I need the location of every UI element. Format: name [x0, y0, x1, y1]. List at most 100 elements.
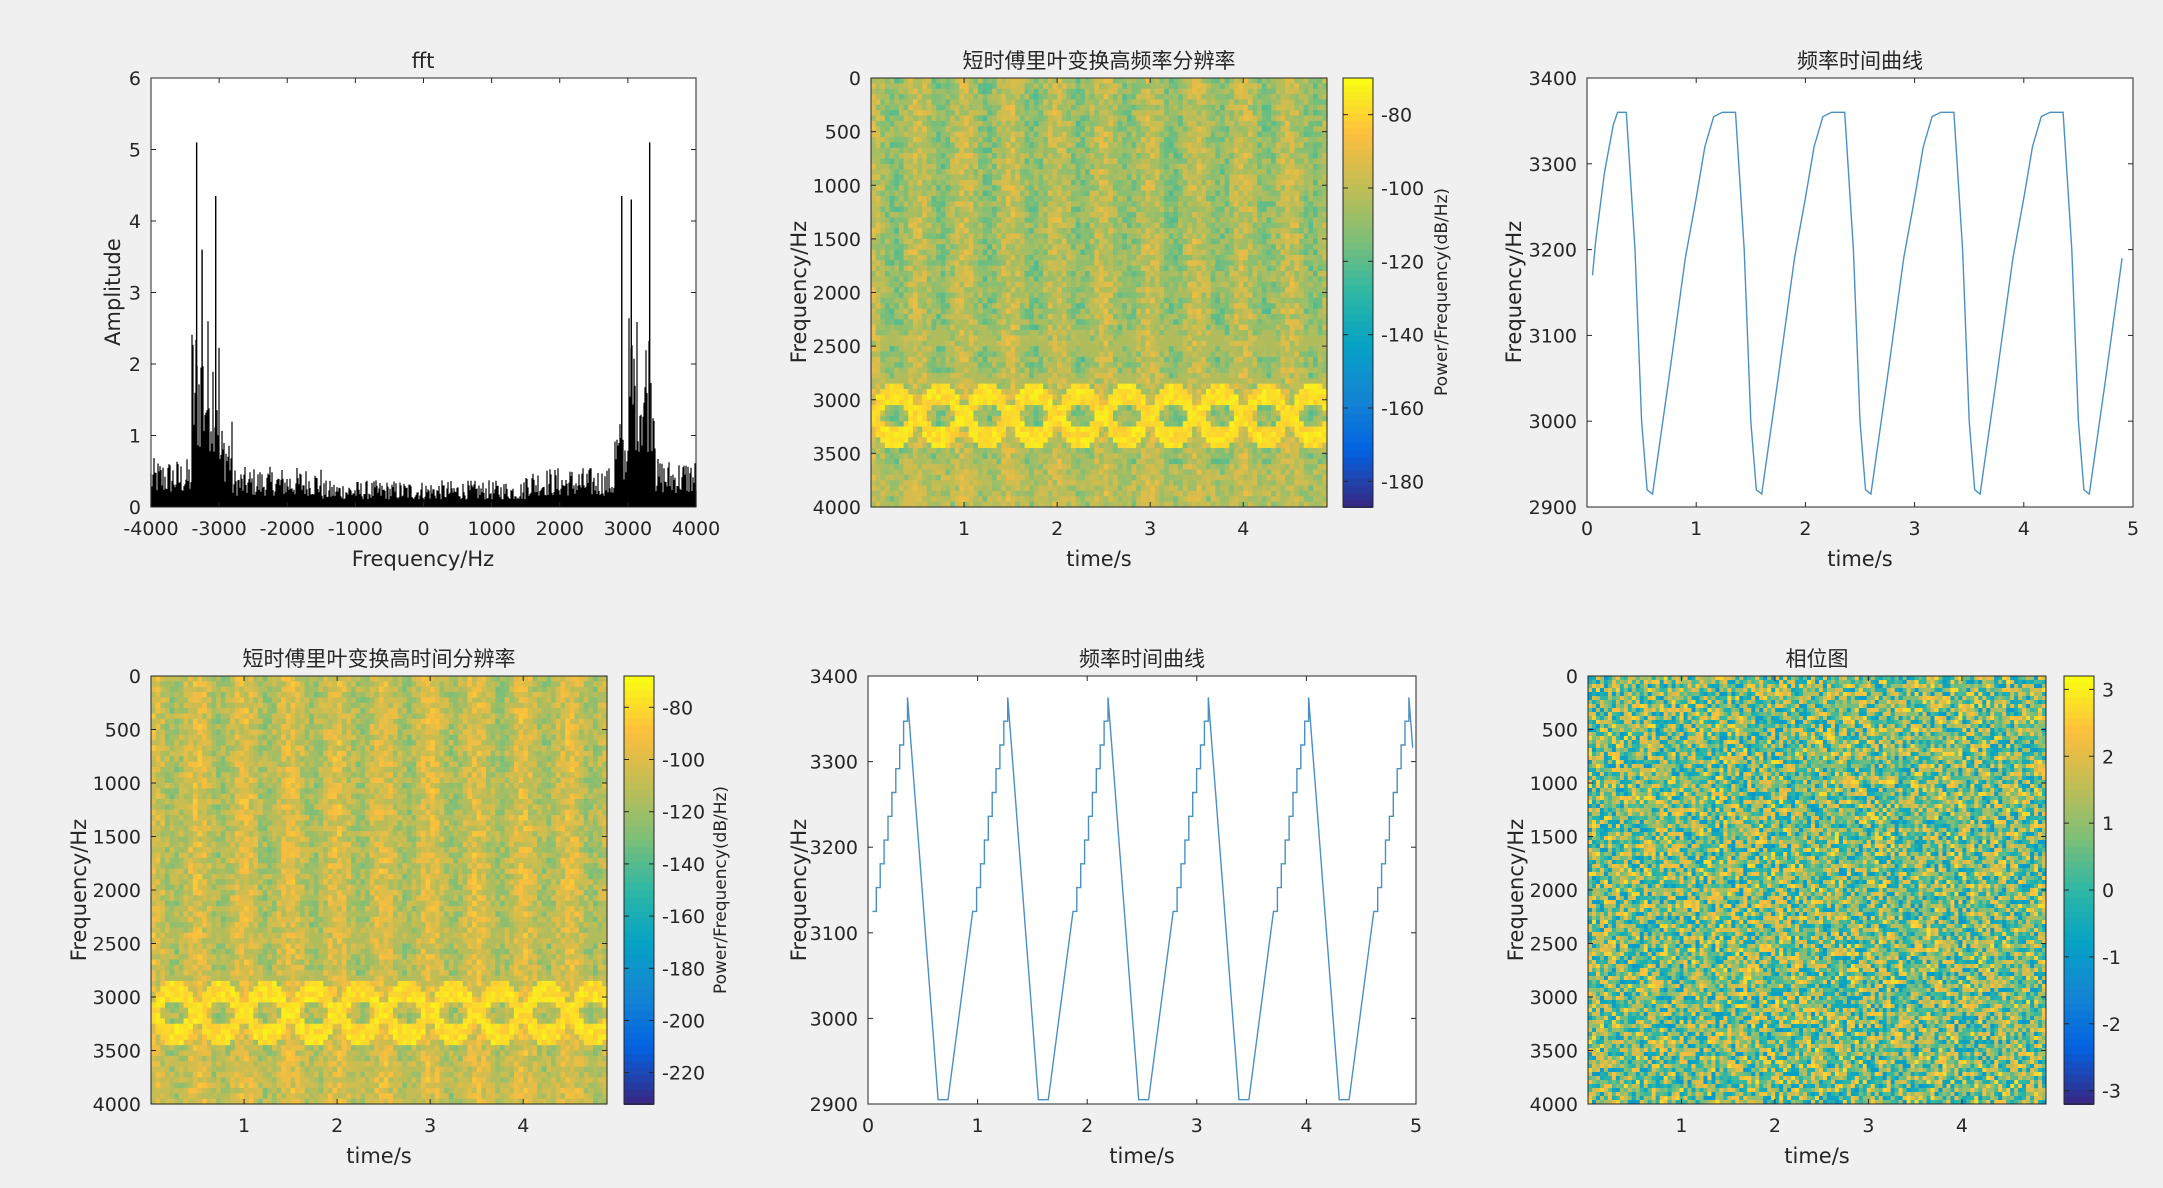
stft1-cell	[931, 287, 936, 293]
stft1-cell	[992, 137, 997, 143]
stft1-cell	[964, 480, 969, 486]
stft1-cell	[871, 373, 876, 379]
stft1-cell	[964, 319, 969, 325]
stft1-cell	[983, 459, 988, 465]
stft1-cell	[913, 175, 918, 181]
stft1-cell	[931, 169, 936, 175]
stft1-cell	[973, 158, 978, 164]
stft1-cell	[922, 212, 927, 218]
stft1-cell	[936, 475, 941, 481]
stft1-cell	[983, 207, 988, 213]
stft1-cell	[959, 142, 964, 148]
stft1-cell	[908, 357, 913, 363]
stft1-cell	[987, 266, 992, 272]
stft1-cell	[987, 314, 992, 320]
stft1-cell	[885, 416, 890, 422]
stft1-cell	[908, 180, 913, 186]
stft1-cell	[913, 239, 918, 245]
stft1-cell	[918, 185, 923, 191]
stft1-cell	[950, 126, 955, 132]
stft1-cell	[894, 191, 899, 197]
stft1-cell	[899, 137, 904, 143]
stft1-cell	[959, 185, 964, 191]
stft1-cell	[922, 378, 927, 384]
stft1-cell	[899, 459, 904, 465]
stft1-cell	[871, 207, 876, 213]
stft1-cell	[918, 196, 923, 202]
stft1-cell	[894, 94, 899, 100]
stft1-cell	[908, 351, 913, 357]
stft1-cell	[987, 234, 992, 240]
stft1-cell	[987, 110, 992, 116]
stft1-cell	[973, 432, 978, 438]
stft1-cell	[936, 234, 941, 240]
stft1-cell	[890, 116, 895, 122]
stft1-cell	[950, 400, 955, 406]
stft1-cell	[918, 335, 923, 341]
stft1-cell	[918, 191, 923, 197]
stft1-cell	[978, 239, 983, 245]
stft1-cell	[945, 148, 950, 154]
stft1-cell	[904, 121, 909, 127]
stft1-cell	[908, 319, 913, 325]
stft1-cell	[941, 378, 946, 384]
stft1-cell	[899, 142, 904, 148]
stft1-cell	[950, 351, 955, 357]
stft1-cell	[955, 228, 960, 234]
stft1-cell	[987, 486, 992, 492]
stft1-cell	[964, 228, 969, 234]
stft1-cell	[959, 453, 964, 459]
stft1-cell	[913, 357, 918, 363]
stft1-cell	[983, 480, 988, 486]
stft1-cell	[983, 453, 988, 459]
stft1-cell	[945, 105, 950, 111]
stft1-cell	[987, 341, 992, 347]
stft1-cell	[973, 293, 978, 299]
stft1-cell	[992, 309, 997, 315]
stft1-cell	[876, 223, 881, 229]
stft1-cell	[913, 293, 918, 299]
stft1-cell	[908, 228, 913, 234]
stft1-cell	[890, 94, 895, 100]
stft1-cell	[992, 244, 997, 250]
stft1-cell	[959, 464, 964, 470]
stft1-cell	[913, 271, 918, 277]
stft1-cell	[904, 346, 909, 352]
stft1-cell	[876, 185, 881, 191]
stft1-cell	[959, 250, 964, 256]
stft1-cell	[950, 121, 955, 127]
stft1-cell	[950, 325, 955, 331]
stft1-cell	[978, 475, 983, 481]
stft1-cell	[876, 191, 881, 197]
stft1-cell	[927, 121, 932, 127]
stft1-cell	[931, 394, 936, 400]
stft1-cell	[936, 78, 941, 84]
stft1-cell	[913, 416, 918, 422]
stft1-cell	[950, 475, 955, 481]
stft1-cell	[936, 314, 941, 320]
stft1-cell	[950, 394, 955, 400]
stft1-cell	[931, 325, 936, 331]
stft1-cell	[922, 94, 927, 100]
stft1-cell	[969, 448, 974, 454]
stft1-cell	[992, 335, 997, 341]
stft1-cell	[941, 260, 946, 266]
stft1-cell	[936, 271, 941, 277]
stft1-cell	[904, 266, 909, 272]
stft1-cell	[876, 389, 881, 395]
stft1-cell	[880, 255, 885, 261]
stft1-cell	[931, 405, 936, 411]
stft1-cell	[950, 298, 955, 304]
stft1-cell	[969, 158, 974, 164]
stft1-cell	[918, 287, 923, 293]
stft1-cell	[969, 298, 974, 304]
stft1-cell	[955, 346, 960, 352]
stft1-cell	[899, 325, 904, 331]
stft1-cell	[894, 459, 899, 465]
stft1-cell	[973, 276, 978, 282]
stft1-cell	[959, 255, 964, 261]
stft1-cell	[885, 234, 890, 240]
stft1-cell	[950, 357, 955, 363]
stft1-cell	[876, 486, 881, 492]
stft1-cell	[908, 373, 913, 379]
